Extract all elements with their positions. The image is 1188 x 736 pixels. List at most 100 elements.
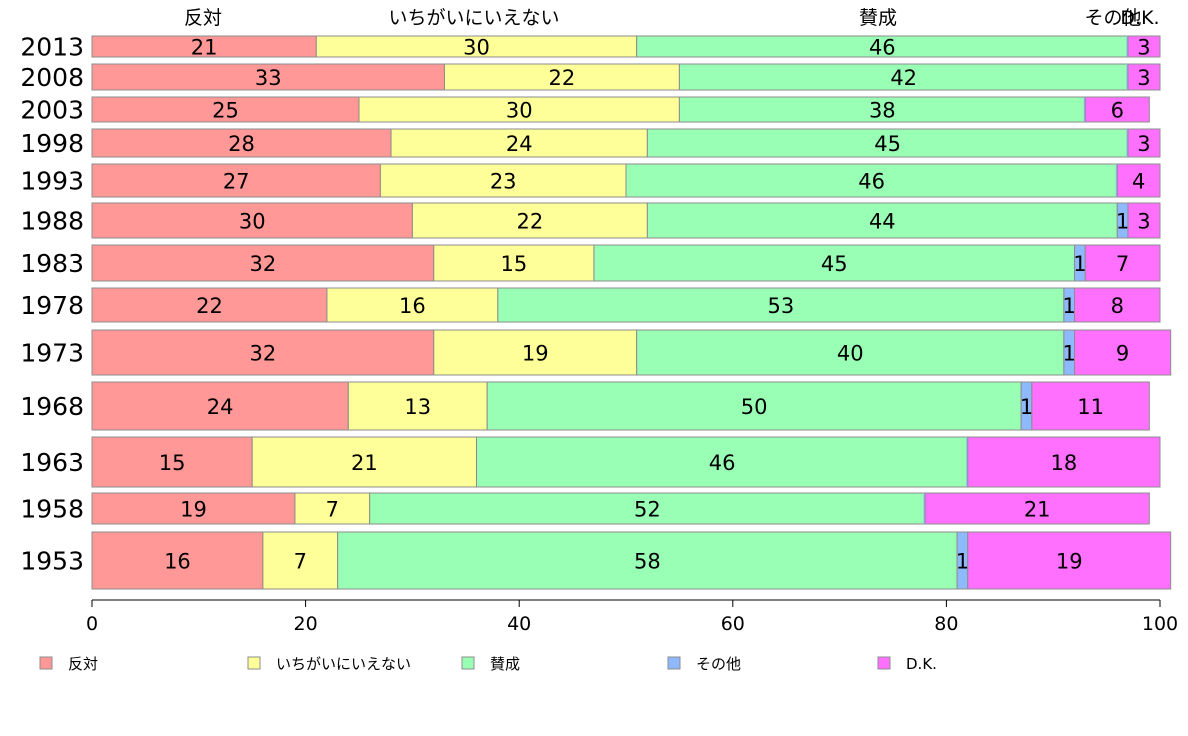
x-axis: 0 20 40 60 80 100 xyxy=(86,599,1178,635)
legend-label: 賛成 xyxy=(490,655,520,673)
data-label: 3 xyxy=(1137,66,1150,90)
bar-segment xyxy=(497,287,1065,323)
data-label: 3 xyxy=(1137,36,1150,60)
bar-segment xyxy=(967,531,1172,590)
data-label: 30 xyxy=(463,36,490,60)
bars: 21 30 46 333 22 42 325 30 38 628 24 45 327 23 46 430 22 4… xyxy=(91,35,1172,590)
data-label: 21 xyxy=(191,36,218,60)
bar-segment xyxy=(967,436,1161,488)
year-label: 1968 xyxy=(20,392,84,421)
data-label: 46 xyxy=(858,170,885,194)
year-label: 2013 xyxy=(20,33,84,62)
year-label: 2003 xyxy=(20,96,84,125)
x-tick-label: 80 xyxy=(934,613,958,635)
bar-segment xyxy=(1127,35,1161,58)
data-label: 19 xyxy=(1056,550,1083,574)
bar-segment xyxy=(390,128,648,158)
bar-segment xyxy=(1031,381,1150,431)
x-tick-label: 0 xyxy=(86,613,98,635)
bar-segment xyxy=(91,329,435,376)
bar-segment xyxy=(91,128,392,158)
legend-label: 反対 xyxy=(68,655,98,673)
bar-segment xyxy=(593,244,1076,282)
legend-swatch xyxy=(877,656,891,670)
data-label: 45 xyxy=(821,252,848,276)
data-label: 4 xyxy=(1132,170,1145,194)
data-label: 28 xyxy=(228,132,255,156)
data-label: 18 xyxy=(1051,451,1078,475)
data-label: 1 xyxy=(1063,294,1076,318)
bar-segment xyxy=(1116,163,1161,198)
bar-segment xyxy=(1127,202,1161,239)
bar-segment xyxy=(646,202,1118,239)
year-label: 1953 xyxy=(20,547,84,576)
bar-segment xyxy=(486,381,1022,431)
data-label: 40 xyxy=(837,342,864,366)
data-label: 8 xyxy=(1111,294,1124,318)
data-label: 13 xyxy=(404,395,431,419)
data-label: 42 xyxy=(890,66,917,90)
data-label: 32 xyxy=(250,342,277,366)
bar-segment xyxy=(433,244,595,282)
bar-segment xyxy=(379,163,627,198)
data-label: 45 xyxy=(874,132,901,156)
year-label: 2008 xyxy=(20,63,84,92)
legend-swatch xyxy=(247,656,261,670)
data-label: 21 xyxy=(351,451,378,475)
bar-segment xyxy=(1127,128,1161,158)
bar-segment xyxy=(636,329,1065,376)
data-label: 6 xyxy=(1111,99,1124,123)
bar-segment xyxy=(91,287,328,323)
bar-segment xyxy=(1084,96,1150,123)
x-tick-label: 100 xyxy=(1142,613,1178,635)
bar-segment xyxy=(678,63,1129,91)
data-label: 1 xyxy=(956,550,969,574)
bar-segment xyxy=(91,381,349,431)
year-label: 1958 xyxy=(20,495,84,524)
bar-segment xyxy=(91,244,435,282)
top-label-1: いちがいにいえない xyxy=(388,7,559,29)
legend-swatch xyxy=(667,656,681,670)
data-label: 50 xyxy=(741,395,768,419)
legend-label: いちがいにいえない xyxy=(276,655,411,673)
year-label: 1988 xyxy=(20,207,84,236)
bar-segment xyxy=(411,202,648,239)
legend-swatch xyxy=(461,656,475,670)
bar-segment xyxy=(347,381,488,431)
data-label: 53 xyxy=(767,294,794,318)
year-label: 1973 xyxy=(20,339,84,368)
year-label: 1993 xyxy=(20,167,84,196)
data-label: 11 xyxy=(1077,395,1104,419)
bar-segment xyxy=(924,492,1150,525)
bar-segment xyxy=(1127,63,1161,91)
data-label: 25 xyxy=(212,99,239,123)
data-label: 1 xyxy=(1020,395,1033,419)
bar-segment xyxy=(91,202,413,239)
legend: 反対 いちがいにいえない 賛成 その他 D.K. xyxy=(39,655,937,673)
year-label: 1998 xyxy=(20,129,84,158)
x-tick-label: 20 xyxy=(294,613,318,635)
data-label: 22 xyxy=(549,66,576,90)
data-label: 7 xyxy=(294,550,307,574)
top-label-0: 反対 xyxy=(184,7,222,29)
data-label: 16 xyxy=(164,550,191,574)
bar-segment xyxy=(625,163,1118,198)
data-label: 7 xyxy=(326,498,339,522)
bar-segment xyxy=(91,492,296,525)
data-label: 32 xyxy=(250,252,277,276)
data-label: 24 xyxy=(506,132,533,156)
top-label-3: その他 xyxy=(1084,7,1141,29)
data-label: 7 xyxy=(1116,252,1129,276)
data-label: 15 xyxy=(500,252,527,276)
data-label: 22 xyxy=(196,294,223,318)
data-label: 30 xyxy=(506,99,533,123)
legend-swatch xyxy=(39,656,53,670)
bar-segment xyxy=(91,96,360,123)
year-label: 1978 xyxy=(20,291,84,320)
year-label: 1983 xyxy=(20,249,84,278)
data-label: 44 xyxy=(869,210,896,234)
data-label: 30 xyxy=(239,210,266,234)
top-label-2: 賛成 xyxy=(859,7,897,29)
legend-label: その他 xyxy=(696,655,741,673)
